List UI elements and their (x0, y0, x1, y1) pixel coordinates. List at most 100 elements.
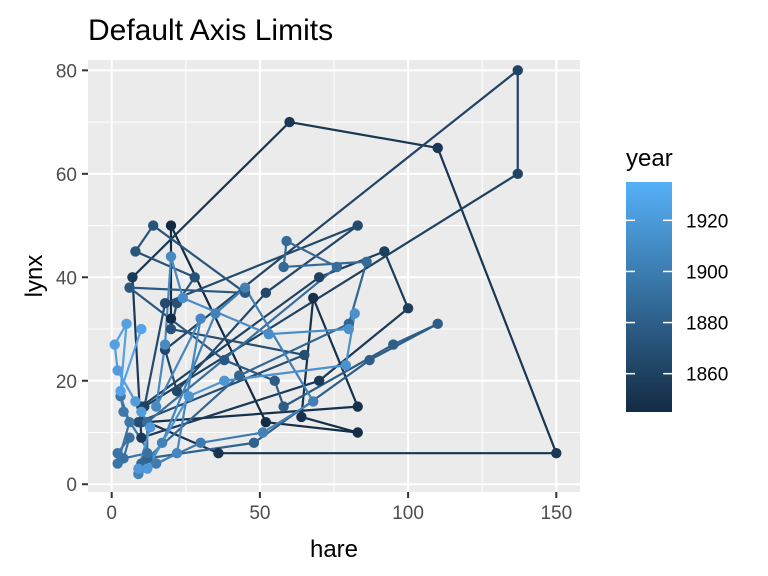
series-segment (163, 69, 519, 351)
data-point (189, 272, 200, 283)
data-point (127, 272, 138, 283)
data-point (260, 416, 272, 428)
x-tick-label: 50 (249, 503, 270, 524)
series-segment (181, 296, 270, 336)
data-point (195, 437, 206, 449)
series-segment (152, 224, 247, 294)
series-segment (155, 317, 202, 408)
data-point (343, 323, 355, 335)
data-point (115, 385, 126, 397)
data-point (219, 375, 230, 386)
data-point (177, 292, 189, 304)
data-point (112, 365, 123, 376)
x-tick-label: 100 (392, 503, 424, 524)
series-segment (146, 395, 190, 470)
colorbar (626, 182, 672, 412)
series-segment (368, 322, 439, 362)
data-point (130, 246, 141, 257)
data-point (133, 416, 144, 428)
data-point (331, 261, 343, 273)
data-point (308, 292, 319, 304)
data-point (352, 427, 363, 438)
data-point (150, 458, 162, 469)
data-point (313, 375, 325, 386)
legend: year 1860 1880 1900 1920 (626, 145, 728, 412)
y-tick-label: 60 (56, 165, 77, 186)
data-point (213, 447, 224, 459)
grid (88, 60, 580, 492)
data-point (136, 406, 147, 418)
y-tick-label: 20 (56, 372, 77, 393)
legend-tick-label: 1900 (686, 262, 728, 283)
series-segment (312, 296, 359, 408)
series-segment (140, 276, 321, 408)
data-point (352, 220, 363, 231)
data-point (109, 339, 120, 350)
legend-ticks: 1860 1880 1900 1920 (626, 211, 728, 386)
axis-ticks: 0 50 100 150 0 20 40 60 80 (56, 61, 572, 524)
series-segment (300, 415, 359, 434)
data-point (349, 308, 360, 319)
data-point (352, 401, 363, 412)
data-point (183, 391, 194, 402)
data-point (136, 432, 147, 443)
data-point (148, 220, 159, 231)
data-point (278, 401, 289, 412)
series-segment (267, 327, 350, 336)
y-axis-title: lynx (21, 255, 48, 298)
series-segment (288, 120, 439, 150)
data-point (136, 323, 147, 335)
data-point (159, 339, 171, 350)
data-point (171, 447, 183, 459)
series-segment (146, 265, 339, 424)
series-segment (134, 224, 155, 253)
series-segment (187, 379, 226, 398)
series-segment (116, 369, 137, 403)
data-point (512, 168, 523, 180)
series-segment (160, 312, 217, 444)
data-point (551, 447, 562, 459)
series-segment (223, 364, 347, 382)
series-segment (199, 431, 264, 444)
series-segment (119, 327, 143, 393)
series-segment (134, 250, 196, 279)
series-segment (264, 224, 359, 294)
y-tick-label: 40 (56, 268, 77, 289)
data-point (432, 318, 443, 330)
series-segment (261, 400, 315, 434)
series-segment (128, 286, 247, 294)
data-point (171, 385, 183, 397)
series-segment (119, 322, 128, 393)
data-point (248, 437, 260, 449)
data-point (388, 339, 399, 350)
data-point (130, 396, 141, 407)
data-point (159, 297, 171, 309)
data-point (278, 261, 289, 273)
data-point (281, 235, 292, 247)
series-segment (436, 146, 558, 455)
series-points (109, 65, 562, 480)
y-tick-label: 80 (56, 61, 77, 82)
x-tick-label: 0 (106, 503, 117, 524)
series-segment (175, 317, 202, 455)
data-point (112, 447, 123, 459)
series-segment (146, 421, 220, 455)
data-point (118, 406, 129, 418)
data-point (361, 256, 372, 267)
series-segment (146, 441, 256, 460)
data-point (263, 329, 274, 340)
data-point (133, 463, 144, 474)
data-point (432, 142, 443, 154)
series-segment (137, 353, 306, 424)
series-segment (163, 348, 179, 393)
legend-tick-label: 1860 (686, 365, 728, 386)
data-point (165, 220, 177, 231)
series-segment (128, 286, 226, 362)
data-point (260, 287, 272, 299)
series-segment (238, 322, 350, 377)
data-point (299, 349, 310, 361)
data-point (512, 65, 523, 76)
series-segment (169, 224, 267, 424)
data-point (112, 458, 123, 469)
